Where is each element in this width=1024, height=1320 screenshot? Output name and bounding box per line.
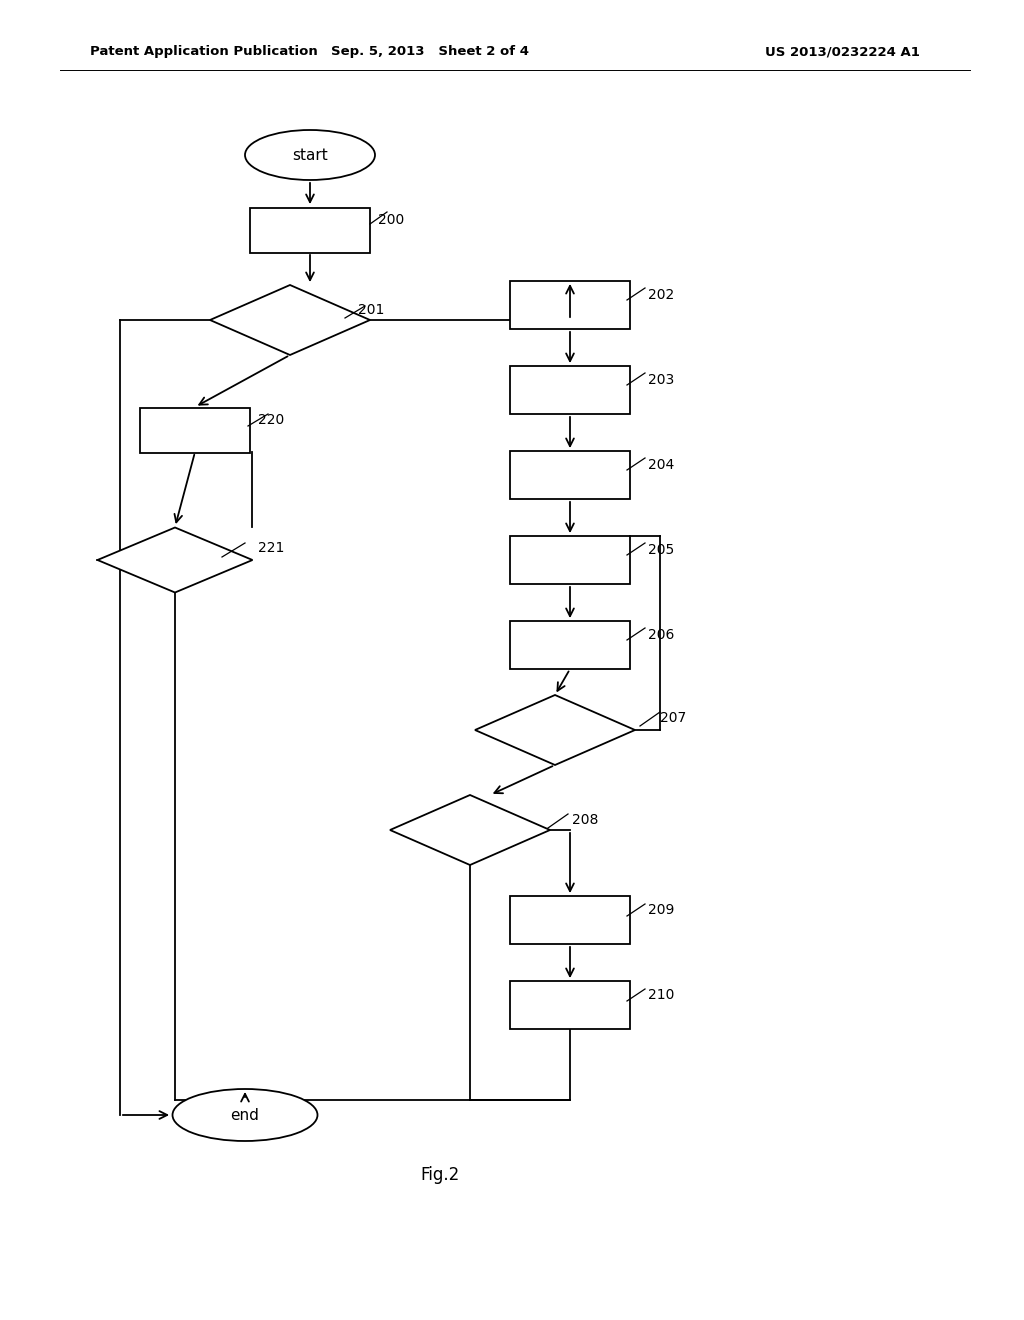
Text: end: end bbox=[230, 1107, 259, 1122]
Text: 203: 203 bbox=[648, 374, 674, 387]
Polygon shape bbox=[210, 285, 370, 355]
Text: start: start bbox=[292, 148, 328, 162]
Text: Fig.2: Fig.2 bbox=[420, 1166, 459, 1184]
Polygon shape bbox=[390, 795, 550, 865]
Ellipse shape bbox=[172, 1089, 317, 1140]
Ellipse shape bbox=[245, 129, 375, 180]
Text: 204: 204 bbox=[648, 458, 674, 473]
Bar bbox=[510, 896, 630, 944]
Text: 206: 206 bbox=[648, 628, 675, 642]
Polygon shape bbox=[97, 528, 253, 593]
Bar bbox=[250, 207, 370, 252]
Text: US 2013/0232224 A1: US 2013/0232224 A1 bbox=[765, 45, 920, 58]
Text: 220: 220 bbox=[258, 413, 285, 426]
Text: 201: 201 bbox=[358, 304, 384, 317]
Bar bbox=[140, 408, 250, 453]
Text: Sep. 5, 2013   Sheet 2 of 4: Sep. 5, 2013 Sheet 2 of 4 bbox=[331, 45, 529, 58]
Text: 207: 207 bbox=[660, 711, 686, 725]
Text: 208: 208 bbox=[572, 813, 598, 828]
Bar bbox=[510, 620, 630, 669]
Bar bbox=[510, 281, 630, 329]
Bar bbox=[510, 451, 630, 499]
Text: 210: 210 bbox=[648, 987, 675, 1002]
Polygon shape bbox=[475, 696, 635, 766]
Bar bbox=[510, 366, 630, 414]
Bar bbox=[510, 981, 630, 1030]
Text: 209: 209 bbox=[648, 903, 675, 917]
Bar bbox=[510, 536, 630, 583]
Text: 200: 200 bbox=[378, 213, 404, 227]
Text: Patent Application Publication: Patent Application Publication bbox=[90, 45, 317, 58]
Text: 205: 205 bbox=[648, 543, 674, 557]
Text: 221: 221 bbox=[258, 541, 285, 554]
Text: 202: 202 bbox=[648, 288, 674, 302]
